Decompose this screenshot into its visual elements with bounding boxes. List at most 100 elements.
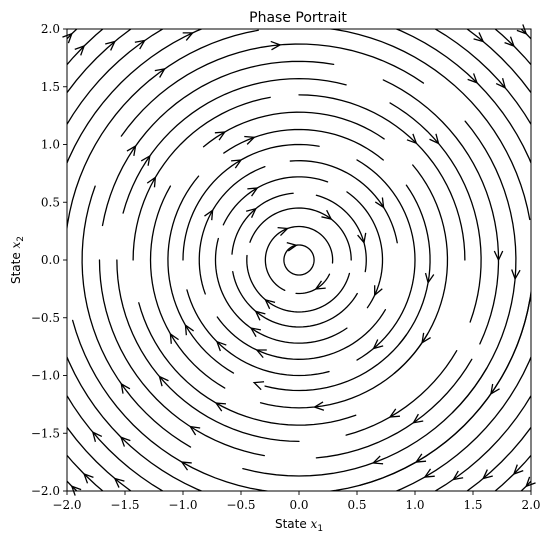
flow-arrow-11-0 <box>493 250 504 262</box>
flow-arrow-0-0 <box>286 242 298 252</box>
streamline-1-1 <box>295 273 331 295</box>
flow-arrow-18-1 <box>516 24 528 35</box>
x-tick-label-8: 2.0 <box>521 498 540 512</box>
streamline-16-3 <box>67 426 133 491</box>
streamline-10-2 <box>116 259 300 442</box>
streamline-3-1 <box>231 192 294 255</box>
flow-arrow-13-4 <box>414 453 427 463</box>
flow-arrow-12-0 <box>511 269 521 281</box>
streamline-13-0 <box>326 287 531 491</box>
streamline-11-0 <box>382 79 500 345</box>
flow-arrow-6-2 <box>215 340 227 352</box>
x-axis-label-sub: 1 <box>317 524 323 534</box>
streamline-4-1 <box>222 176 329 226</box>
x-axis-ticks: −2.0 −1.5 −1.0 −0.5 0.0 0.5 1.0 1.5 2.0 <box>52 491 541 512</box>
flow-arrow-17-0 <box>512 464 524 476</box>
streamline-6-0 <box>356 159 416 361</box>
streamline-4-2 <box>214 237 348 344</box>
streamline-11-3 <box>315 358 473 459</box>
flow-arrow-6-1 <box>231 159 243 169</box>
flow-arrow-13-0 <box>490 383 500 396</box>
flow-arrow-8-0 <box>421 332 431 344</box>
x-tick-label-0: −2.0 <box>52 498 81 512</box>
flow-arrow-18-3 <box>70 485 82 496</box>
y-axis-ticks: −2.0 −1.5 −1.0 −0.5 0.0 0.5 1.0 1.5 2.0 <box>31 22 67 498</box>
flow-arrow-14-1 <box>467 73 479 84</box>
streamline-10-3 <box>345 350 458 436</box>
flow-arrow-15-2 <box>134 39 146 50</box>
streamline-17-2 <box>67 29 104 66</box>
x-axis-label-var: x <box>311 517 318 531</box>
flow-arrow-7-1 <box>244 135 256 145</box>
streamline-7-2 <box>167 175 235 374</box>
flow-arrow-18-2 <box>62 32 73 44</box>
streamline-9-2 <box>138 302 357 426</box>
flow-arrow-15-3 <box>91 431 103 443</box>
flow-arrow-5-1 <box>204 209 214 221</box>
flow-arrow-3-1 <box>245 207 257 218</box>
x-tick-label-5: 0.5 <box>347 498 366 512</box>
flow-arrow-17-2 <box>74 44 86 56</box>
flow-arrow-12-2 <box>120 382 131 394</box>
streamline-16-0 <box>465 426 531 491</box>
streamline-8-1 <box>202 111 385 148</box>
flow-arrow-12-3 <box>371 455 384 465</box>
x-tick-label-7: 1.5 <box>463 498 482 512</box>
streamline-12-1 <box>120 43 425 137</box>
streamline-11-2 <box>98 259 265 457</box>
streamline-10-1 <box>122 78 347 214</box>
streamline-13-2 <box>67 29 259 233</box>
flow-arrow-18-0 <box>525 476 536 488</box>
streamline-7-3 <box>264 334 408 392</box>
y-tick-label-7: 1.5 <box>41 80 60 94</box>
streamline-7-0 <box>398 184 431 345</box>
flow-arrow-7-3 <box>252 381 265 391</box>
y-axis-label-sub: 2 <box>16 236 26 242</box>
flow-arrow-17-1 <box>504 36 515 48</box>
flow-arrow-10-2 <box>158 375 169 387</box>
streamline-5-1 <box>198 166 266 295</box>
streamline-2-0 <box>249 207 352 261</box>
streamline-11-1 <box>101 60 335 227</box>
streamline-8-3 <box>259 333 429 409</box>
streamline-14-0 <box>394 355 531 491</box>
flow-arrow-11-2 <box>189 425 201 436</box>
streamline-14-2 <box>67 29 204 165</box>
streamline-9-1 <box>132 96 271 261</box>
flow-arrow-9-1 <box>146 176 157 188</box>
streamline-6-1 <box>182 143 320 261</box>
flow-arrow-9-2 <box>214 402 227 412</box>
streamline-12-2 <box>81 185 192 448</box>
flow-arrow-14-2 <box>182 32 195 41</box>
x-tick-label-3: −0.5 <box>226 498 255 512</box>
flow-arrow-10-1 <box>140 154 151 166</box>
y-tick-label-4: 0.0 <box>41 253 60 267</box>
flow-arrow-8-3 <box>312 401 325 411</box>
x-tick-label-1: −1.5 <box>110 498 139 512</box>
flow-arrow-8-2 <box>169 332 179 344</box>
flow-arrow-16-2 <box>105 40 117 51</box>
y-tick-label-2: −1.0 <box>31 369 60 383</box>
chart-title: Phase Portrait <box>249 10 347 26</box>
flow-arrow-2-1 <box>264 298 276 310</box>
flow-arrow-14-0 <box>423 468 435 478</box>
flow-arrow-4-0 <box>374 285 383 297</box>
flow-arrow-16-1 <box>473 32 485 43</box>
streamline-12-3 <box>242 367 488 477</box>
streamline-7-1 <box>223 128 384 161</box>
streamline-16-1 <box>465 29 531 94</box>
flow-arrow-3-0 <box>357 232 367 245</box>
flow-arrow-15-0 <box>452 470 464 481</box>
streamline-13-4 <box>359 299 531 487</box>
streamline-15-1 <box>434 29 531 126</box>
y-tick-label-1: −1.5 <box>31 426 60 440</box>
flow-arrow-2-0 <box>321 209 333 220</box>
streamline-13-1 <box>326 29 531 221</box>
flow-arrow-5-0 <box>374 197 385 209</box>
streamline-8-0 <box>393 164 449 374</box>
flow-arrow-3-2 <box>254 310 266 321</box>
streamline-15-0 <box>434 394 531 491</box>
y-tick-label-6: 1.0 <box>41 138 60 152</box>
streamline-18-2 <box>67 29 78 40</box>
